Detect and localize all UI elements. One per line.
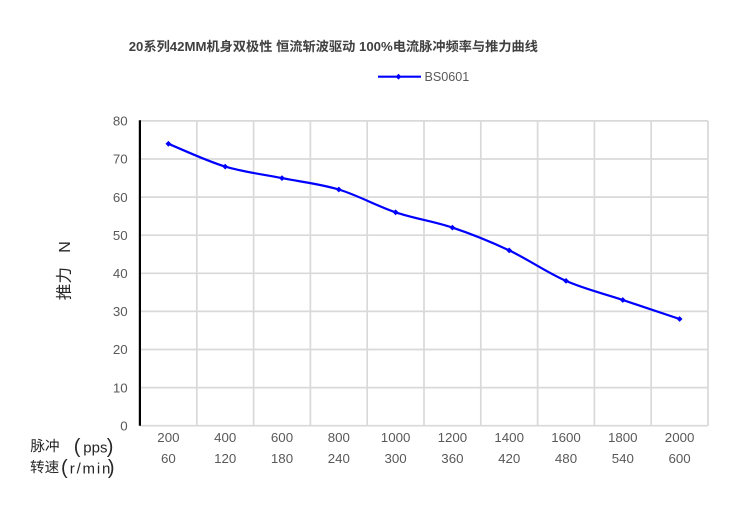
- svg-text:400: 400: [214, 430, 236, 445]
- svg-text:30: 30: [113, 304, 128, 319]
- svg-text:42MM: 42MM: [170, 39, 207, 54]
- svg-text:1800: 1800: [608, 430, 638, 445]
- svg-text:480: 480: [555, 451, 577, 466]
- svg-text:0: 0: [120, 418, 127, 433]
- svg-text:10: 10: [113, 380, 128, 395]
- svg-text:2000: 2000: [665, 430, 695, 445]
- svg-text:800: 800: [328, 430, 350, 445]
- svg-text:600: 600: [669, 451, 691, 466]
- svg-text:420: 420: [498, 451, 520, 466]
- svg-text:20: 20: [113, 342, 128, 357]
- svg-text:1400: 1400: [494, 430, 524, 445]
- svg-text:120: 120: [214, 451, 236, 466]
- svg-text:(: (: [74, 436, 81, 458]
- svg-text:20: 20: [129, 39, 144, 54]
- svg-text:1200: 1200: [438, 430, 468, 445]
- svg-text:100%: 100%: [359, 39, 393, 54]
- svg-text:BS0601: BS0601: [425, 70, 470, 84]
- svg-text:200: 200: [157, 430, 179, 445]
- svg-text:): ): [108, 457, 115, 479]
- svg-text:): ): [107, 436, 114, 458]
- svg-text:N: N: [57, 241, 74, 253]
- svg-text:80: 80: [113, 114, 128, 129]
- svg-text:pps: pps: [83, 440, 107, 457]
- svg-text:240: 240: [328, 451, 350, 466]
- svg-text:1600: 1600: [551, 430, 581, 445]
- svg-text:40: 40: [113, 266, 128, 281]
- svg-text:70: 70: [113, 152, 128, 167]
- svg-text:1000: 1000: [381, 430, 411, 445]
- svg-text:50: 50: [113, 228, 128, 243]
- svg-text:60: 60: [113, 190, 128, 205]
- svg-text:180: 180: [271, 451, 293, 466]
- svg-text:600: 600: [271, 430, 293, 445]
- svg-text:60: 60: [161, 451, 176, 466]
- svg-text:r/min: r/min: [70, 461, 112, 478]
- svg-text:360: 360: [441, 451, 463, 466]
- svg-text:300: 300: [385, 451, 407, 466]
- svg-text:(: (: [61, 457, 68, 479]
- svg-text:540: 540: [612, 451, 634, 466]
